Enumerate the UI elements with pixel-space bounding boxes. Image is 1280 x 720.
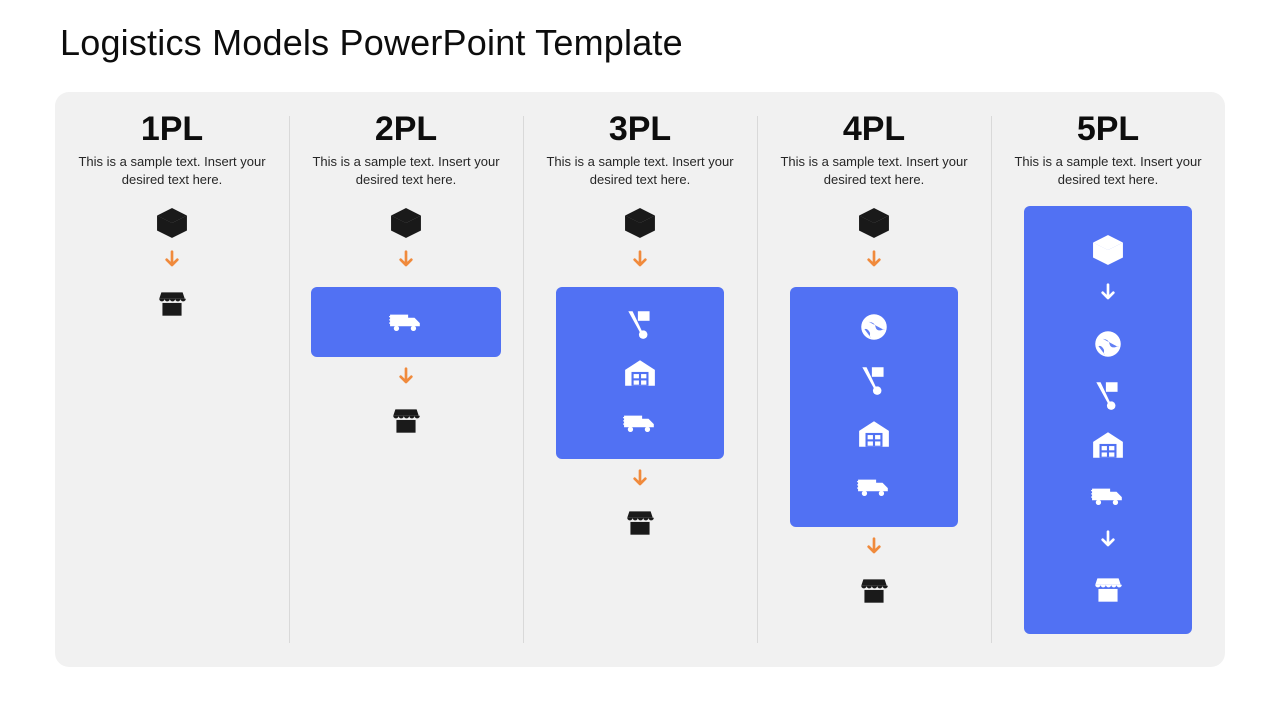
handtruck-icon xyxy=(623,307,657,341)
store-icon xyxy=(623,506,657,540)
store-icon xyxy=(389,404,423,438)
column-4pl: 4PL This is a sample text. Insert your d… xyxy=(757,92,991,667)
service-box xyxy=(790,287,958,527)
column-description: This is a sample text. Insert your desir… xyxy=(767,153,981,188)
column-heading: 5PL xyxy=(1001,110,1215,149)
arrow-down-icon xyxy=(632,250,648,277)
box-icon xyxy=(1091,233,1125,267)
box-icon xyxy=(155,206,189,240)
globe-icon xyxy=(1091,327,1125,361)
truck-icon xyxy=(857,470,891,504)
box-icon xyxy=(389,206,423,240)
models-panel: 1PL This is a sample text. Insert your d… xyxy=(55,92,1225,667)
store-icon xyxy=(857,574,891,608)
truck-icon xyxy=(623,406,657,440)
box-icon xyxy=(857,206,891,240)
warehouse-icon xyxy=(857,417,891,451)
arrow-down-icon xyxy=(866,537,882,564)
arrow-down-icon xyxy=(398,250,414,277)
column-2pl: 2PL This is a sample text. Insert your d… xyxy=(289,92,523,667)
column-heading: 2PL xyxy=(299,110,513,149)
arrow-down-icon xyxy=(632,469,648,496)
column-description: This is a sample text. Insert your desir… xyxy=(299,153,513,188)
handtruck-icon xyxy=(1091,378,1125,412)
column-heading: 4PL xyxy=(767,110,981,149)
arrow-down-icon xyxy=(398,367,414,394)
arrow-down-icon xyxy=(866,250,882,277)
column-heading: 3PL xyxy=(533,110,747,149)
warehouse-icon xyxy=(623,356,657,390)
arrow-down-icon xyxy=(1100,283,1116,310)
store-icon xyxy=(155,287,189,321)
column-5pl: 5PL This is a sample text. Insert your d… xyxy=(991,92,1225,667)
service-box xyxy=(556,287,724,459)
service-box xyxy=(1024,206,1192,634)
service-box xyxy=(311,287,501,357)
column-description: This is a sample text. Insert your desir… xyxy=(533,153,747,188)
handtruck-icon xyxy=(857,363,891,397)
column-description: This is a sample text. Insert your desir… xyxy=(1001,153,1215,188)
warehouse-icon xyxy=(1091,428,1125,462)
page-title: Logistics Models PowerPoint Template xyxy=(0,0,1280,64)
flow xyxy=(299,206,513,438)
arrow-down-icon xyxy=(1100,530,1116,557)
column-3pl: 3PL This is a sample text. Insert your d… xyxy=(523,92,757,667)
store-icon xyxy=(1091,573,1125,607)
column-description: This is a sample text. Insert your desir… xyxy=(65,153,279,188)
arrow-down-icon xyxy=(164,250,180,277)
flow xyxy=(533,206,747,540)
flow xyxy=(1001,206,1215,634)
flow xyxy=(767,206,981,608)
truck-icon xyxy=(1091,479,1125,513)
truck-icon xyxy=(389,305,423,339)
column-1pl: 1PL This is a sample text. Insert your d… xyxy=(55,92,289,667)
flow xyxy=(65,206,279,321)
globe-icon xyxy=(857,310,891,344)
column-heading: 1PL xyxy=(65,110,279,149)
box-icon xyxy=(623,206,657,240)
